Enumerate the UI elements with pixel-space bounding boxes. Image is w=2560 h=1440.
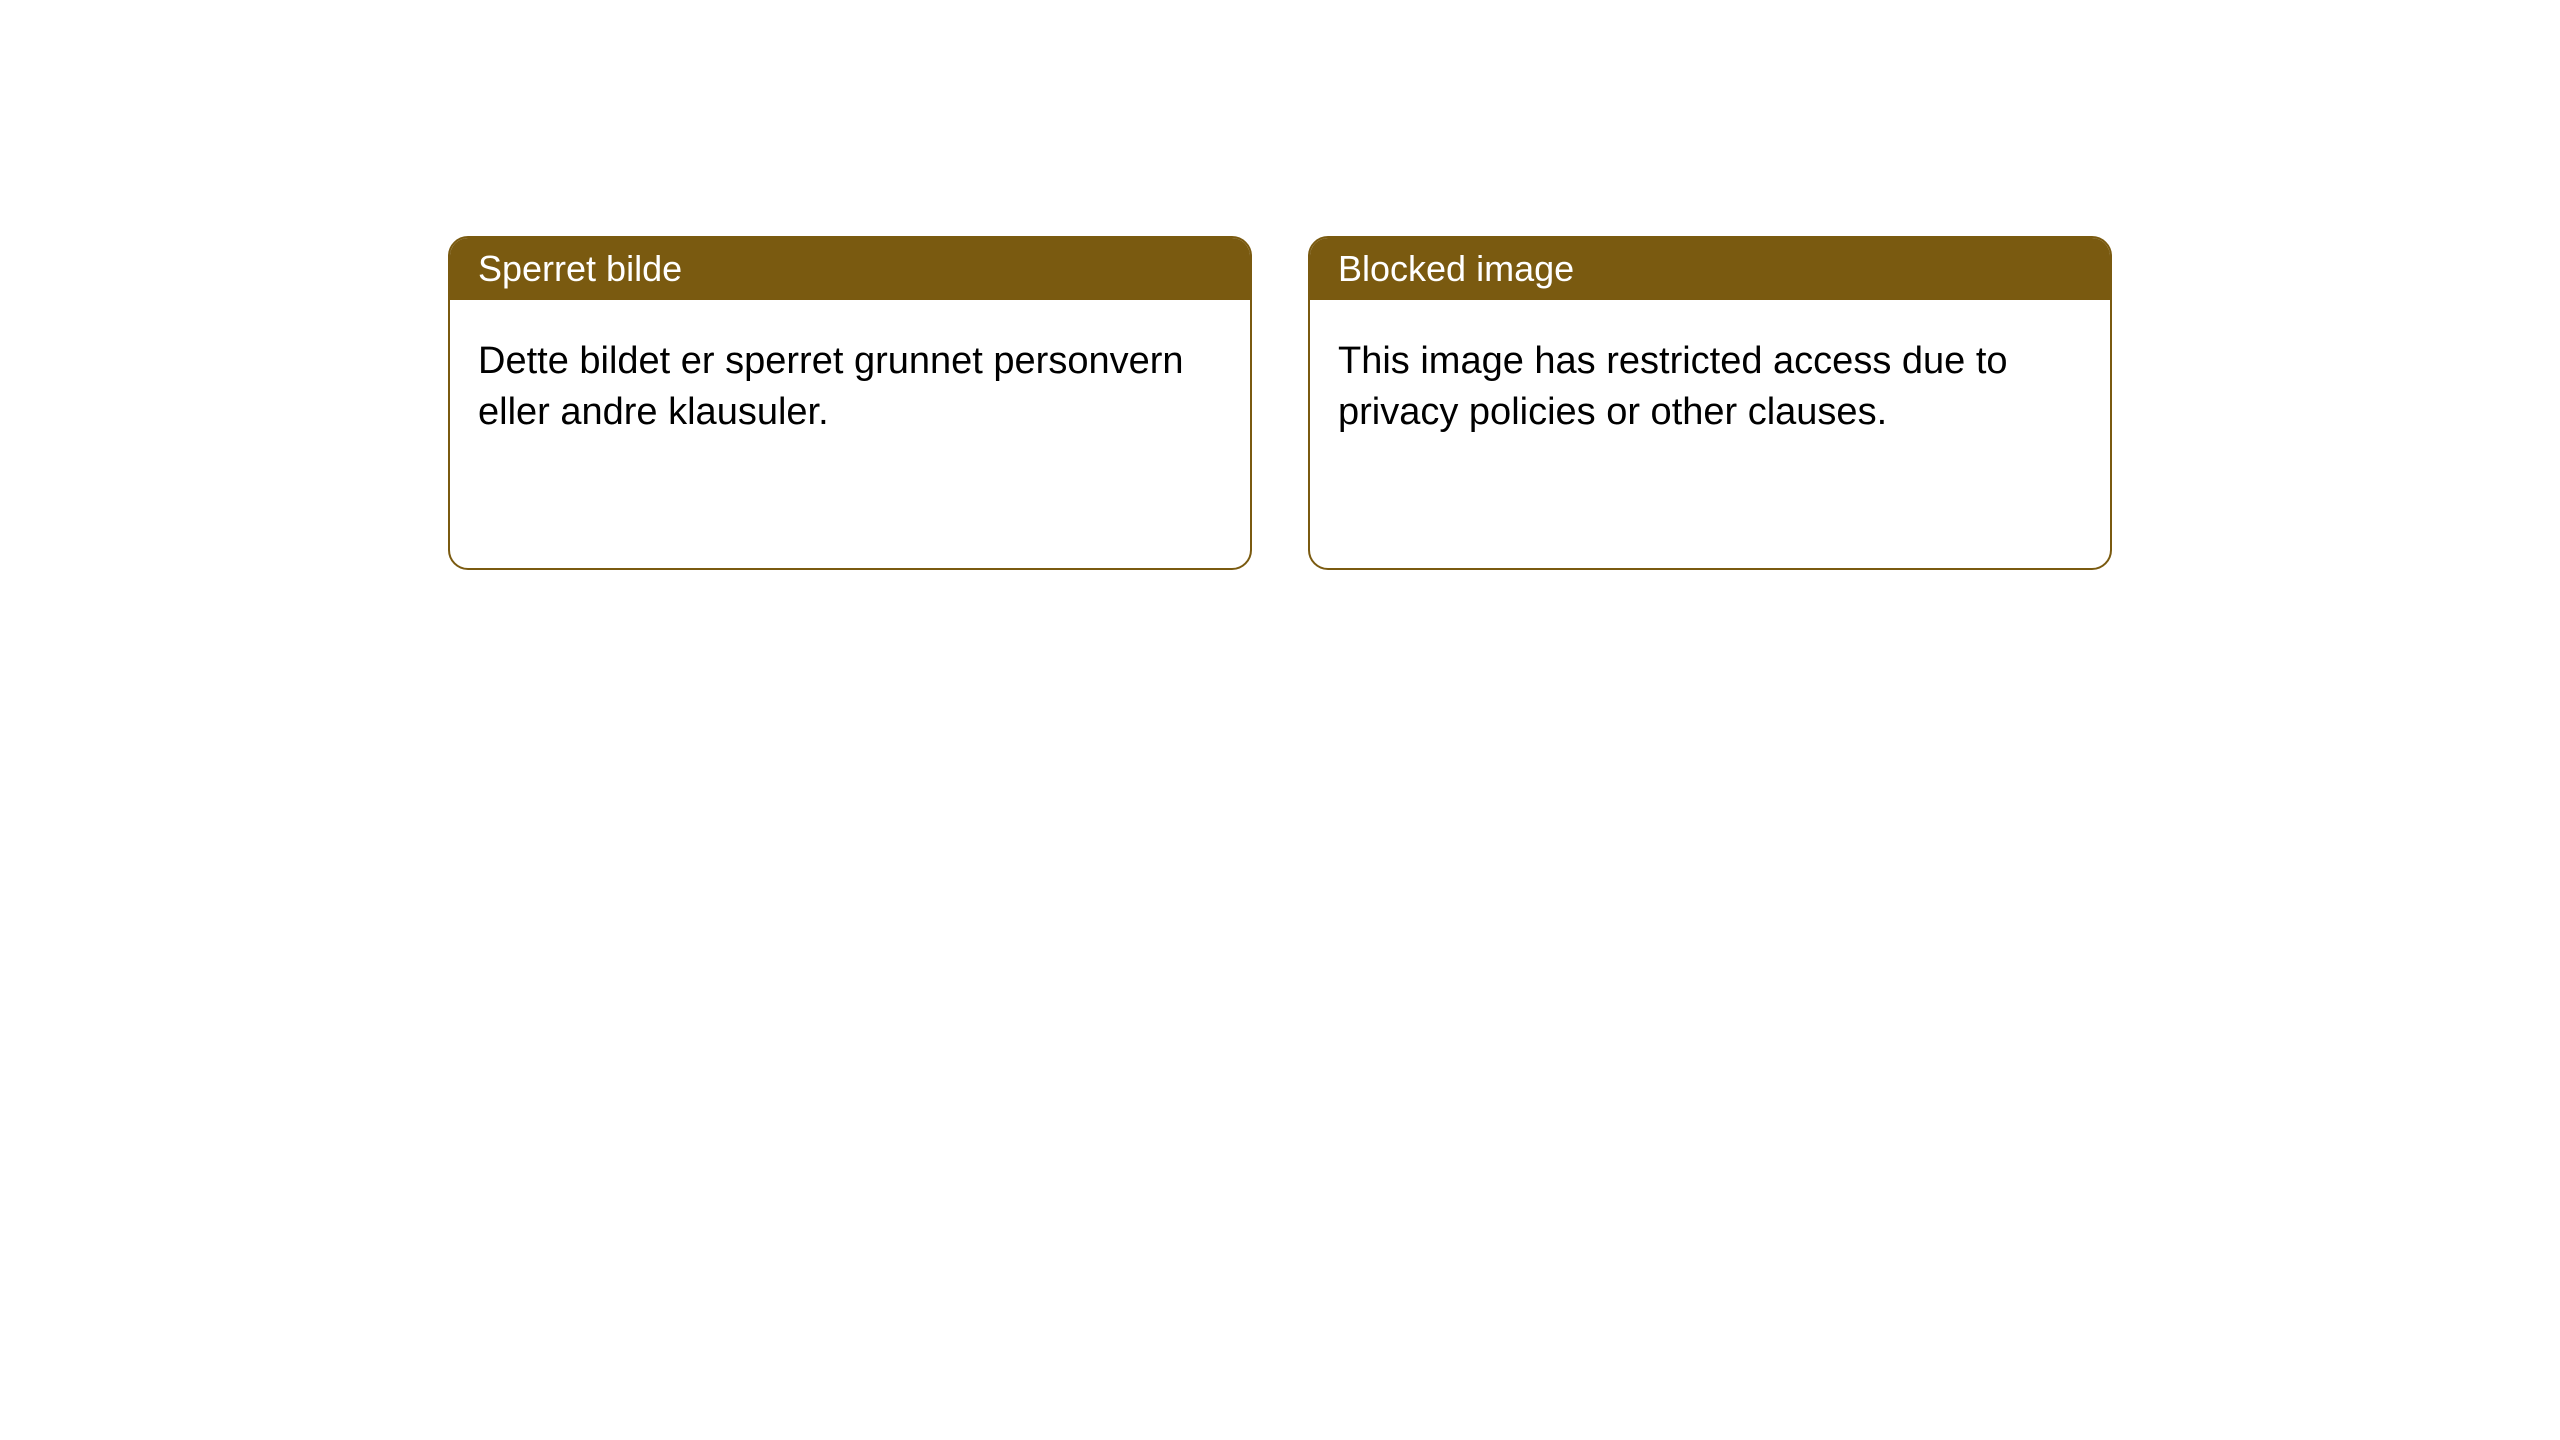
notice-card-norwegian: Sperret bilde Dette bildet er sperret gr… xyxy=(448,236,1252,570)
notice-body-english: This image has restricted access due to … xyxy=(1310,300,2110,568)
notice-header-english: Blocked image xyxy=(1310,238,2110,300)
notice-card-english: Blocked image This image has restricted … xyxy=(1308,236,2112,570)
notice-body-norwegian: Dette bildet er sperret grunnet personve… xyxy=(450,300,1250,568)
notice-cards-container: Sperret bilde Dette bildet er sperret gr… xyxy=(0,0,2560,570)
notice-header-norwegian: Sperret bilde xyxy=(450,238,1250,300)
